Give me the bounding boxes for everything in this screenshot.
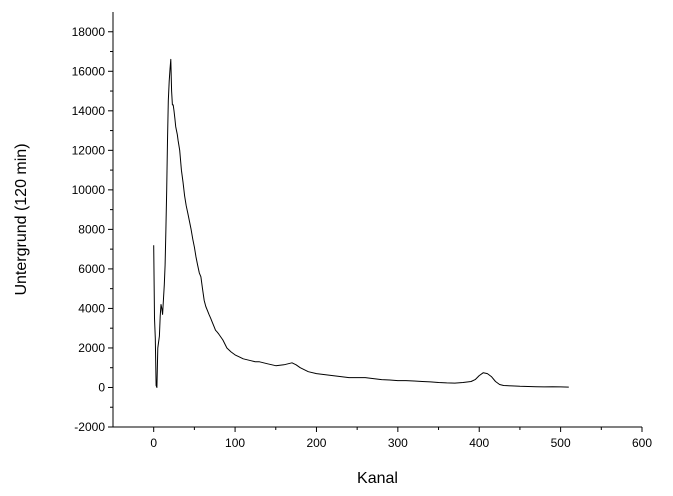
y-tick-label: 4000 <box>78 301 105 315</box>
series-group <box>153 58 569 388</box>
x-tick-label: 500 <box>551 436 571 450</box>
x-tick-label: 0 <box>150 436 157 450</box>
y-tick-label: 0 <box>98 380 105 394</box>
y-tick-label: 18000 <box>72 25 106 39</box>
x-tick-label: 100 <box>225 436 245 450</box>
y-tick-label: 12000 <box>72 143 106 157</box>
y-tick-label: 2000 <box>78 341 105 355</box>
y-tick-label: 10000 <box>72 183 106 197</box>
x-tick-label: 300 <box>388 436 408 450</box>
x-tick-label: 200 <box>306 436 326 450</box>
y-tick-label: 6000 <box>78 262 105 276</box>
y-tick-label: 14000 <box>72 104 106 118</box>
x-axis-ticks: 0 100 200 300 400 500 600 <box>150 427 652 450</box>
x-tick-label: 400 <box>469 436 489 450</box>
y-tick-label: -2000 <box>74 420 105 434</box>
y-tick-label: 16000 <box>72 64 106 78</box>
x-tick-label: 600 <box>632 436 652 450</box>
x-axis-title: Kanal <box>357 470 398 487</box>
y-axis-title: Untergrund (120 min) <box>13 143 30 295</box>
y-axis-ticks: -2000 0 2000 4000 6000 8000 10000 12000 14000 160… <box>72 25 113 434</box>
series-line <box>153 58 569 388</box>
y-tick-label: 8000 <box>78 222 105 236</box>
axes-frame <box>112 12 642 428</box>
